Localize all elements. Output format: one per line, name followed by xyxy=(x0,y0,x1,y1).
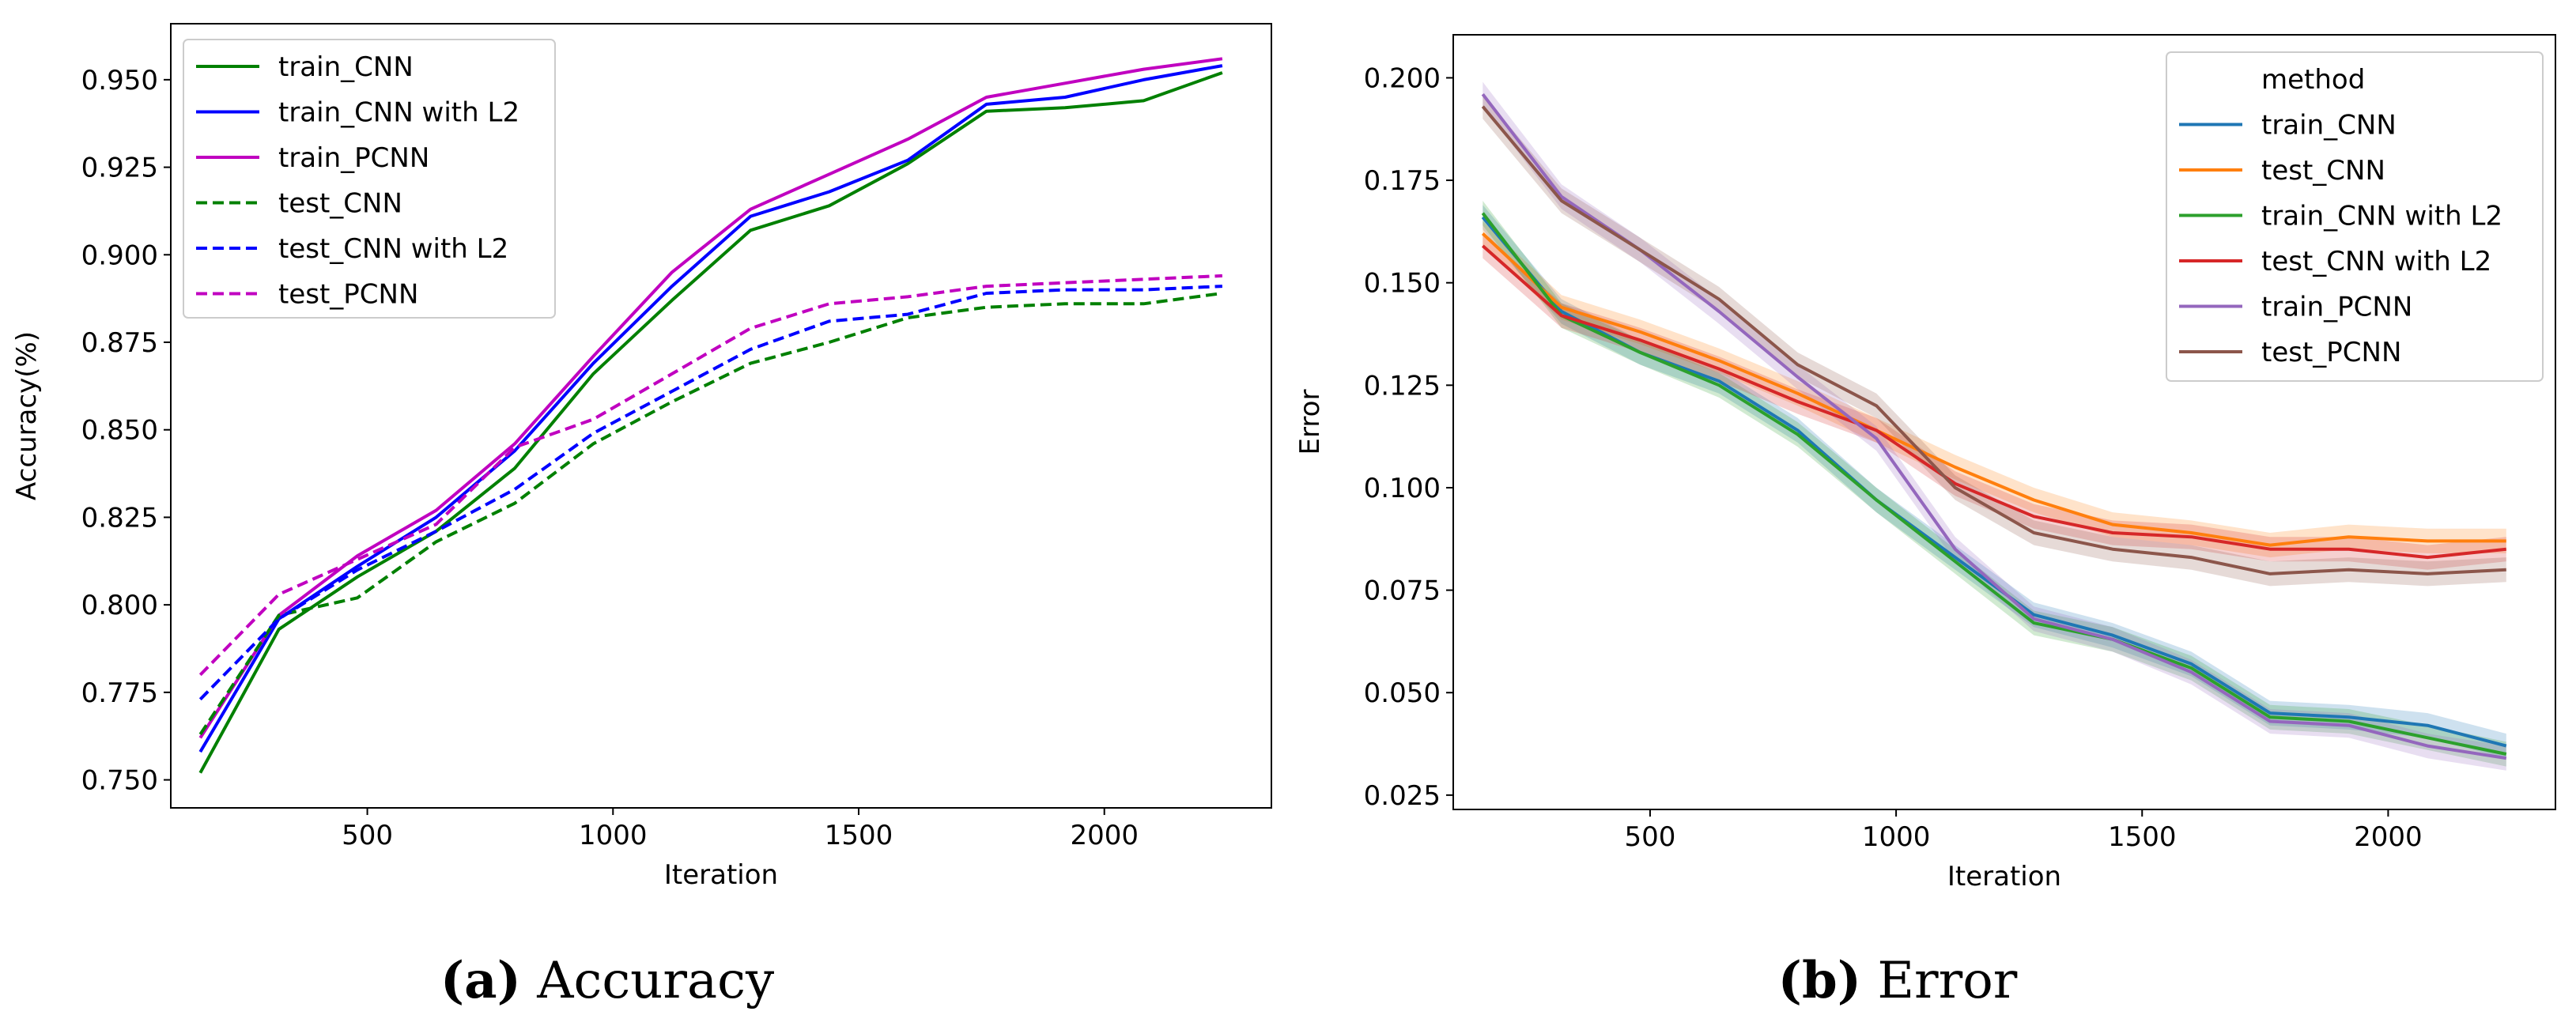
y-tick-label: 0.150 xyxy=(1364,268,1441,300)
y-tick-label: 0.175 xyxy=(1364,165,1441,197)
caption-text: Accuracy xyxy=(521,952,774,1010)
y-axis-label: Accuracy(%) xyxy=(11,331,43,500)
y-tick-label: 0.925 xyxy=(81,153,158,184)
series-train_CNN-with-L2 xyxy=(198,64,1223,753)
y-tick-label: 0.825 xyxy=(81,502,158,534)
series-test_PCNN xyxy=(1481,105,2506,575)
y-tick-label: 0.950 xyxy=(81,65,158,96)
legend-label: train_CNN with L2 xyxy=(278,97,519,129)
series-train_CNN-with-L2 xyxy=(1481,212,2507,756)
legend-label: test_CNN with L2 xyxy=(2261,246,2491,277)
x-tick-label: 500 xyxy=(1624,821,1675,853)
series-train_PCNN xyxy=(1481,92,2507,760)
caption-text: Error xyxy=(1861,952,2018,1010)
y-tick-label: 0.750 xyxy=(81,765,158,797)
legend-label: train_PCNN xyxy=(2261,292,2412,323)
legend: train_CNN train_CNN with L2 train_PCNNtest… xyxy=(183,39,556,319)
series-test_CNN-with-L2 xyxy=(198,285,1222,701)
y-tick-label: 0.775 xyxy=(81,677,158,709)
series-test_PCNN xyxy=(198,274,1222,677)
legend-label: train_CNN with L2 xyxy=(2261,201,2502,232)
y-tick-label: 0.050 xyxy=(1364,677,1441,709)
y-axis-label: Error xyxy=(1294,390,1326,455)
legend-box xyxy=(2166,51,2544,382)
caption-label: (a) xyxy=(440,951,521,1010)
y-tick-label: 0.025 xyxy=(1364,780,1441,812)
legend-label: test_CNN xyxy=(278,188,402,220)
y-tick-label: 0.850 xyxy=(81,415,158,447)
band-test_CNN xyxy=(1483,221,2506,558)
y-tick-label: 0.100 xyxy=(1364,473,1441,504)
x-tick-label: 1500 xyxy=(825,820,893,851)
x-tick-label: 1000 xyxy=(1862,821,1931,853)
x-axis-label: Iteration xyxy=(664,859,778,891)
x-tick-label: 500 xyxy=(342,820,393,851)
legend-label: test_PCNN xyxy=(2261,337,2401,368)
caption-label: (b) xyxy=(1778,951,1861,1010)
legend-label: train_CNN xyxy=(2261,110,2397,141)
legend-label: train_CNN xyxy=(278,51,414,83)
series-test_CNN xyxy=(1481,232,2506,547)
figure-caption: (a) Accuracy xyxy=(440,951,774,1010)
x-tick-label: 1000 xyxy=(579,820,648,851)
chart-0: 500 1000 1500 2000 0.750 0.775 0.800 0.825 0.850… xyxy=(11,23,1272,1010)
x-tick-label: 2000 xyxy=(2354,821,2423,853)
series-train_PCNN xyxy=(198,57,1223,739)
x-tick-label: 2000 xyxy=(1070,820,1139,851)
figure-caption: (b) Error xyxy=(1778,951,2018,1010)
legend-label: test_PCNN xyxy=(278,279,418,311)
axes-frame xyxy=(170,23,1272,809)
legend-label: train_PCNN xyxy=(278,142,429,174)
band-test_CNN-with-L2 xyxy=(1483,233,2506,570)
y-tick-label: 0.125 xyxy=(1364,370,1441,402)
y-tick-label: 0.875 xyxy=(81,327,158,359)
series-test_CNN-with-L2 xyxy=(1481,244,2507,560)
x-tick-label: 1500 xyxy=(2108,821,2177,853)
axes-frame xyxy=(1452,34,2556,810)
chart-1: 500 1000 1500 2000 0.025 0.050 0.075 0.100 0.125… xyxy=(1294,34,2556,1010)
y-tick-label: 0.800 xyxy=(81,590,158,621)
legend-title: method xyxy=(2261,64,2365,96)
y-tick-label: 0.900 xyxy=(81,240,158,271)
y-tick-label: 0.200 xyxy=(1364,62,1441,94)
legend-box xyxy=(183,39,556,319)
y-tick-label: 0.075 xyxy=(1364,575,1441,607)
legend-label: test_CNN xyxy=(2261,155,2385,187)
series-train_CNN xyxy=(198,71,1223,774)
legend: method train_CNN test_CNN train_CNN with L2… xyxy=(2166,51,2544,382)
x-axis-label: Iteration xyxy=(1947,861,2061,892)
legend-label: test_CNN with L2 xyxy=(278,233,508,265)
series-test_CNN xyxy=(198,292,1223,736)
